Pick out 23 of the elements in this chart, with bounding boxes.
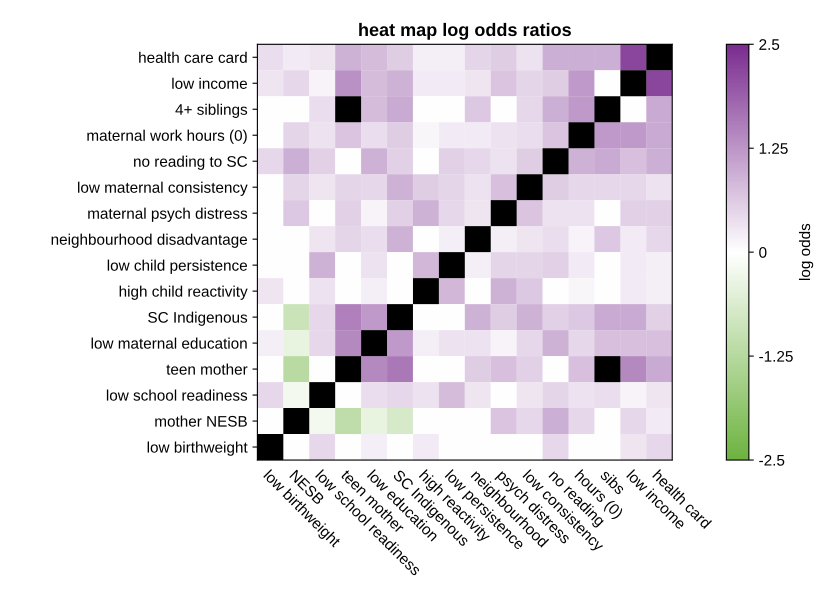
color-bar-label: -2.5 <box>759 454 784 466</box>
color-bar-label: -1.25 <box>759 350 793 362</box>
y-tick-label: high child reactivity <box>120 286 248 300</box>
y-tick-label: maternal psych distress <box>88 208 248 222</box>
y-tick-label: 4+ siblings <box>175 104 248 118</box>
y-tick-label: teen mother <box>166 364 248 375</box>
y-tick-label: low income <box>172 78 247 89</box>
color-bar-label: 2.5 <box>759 39 780 50</box>
y-tick-label: low maternal education <box>92 338 247 349</box>
y-tick-label: mother NESB <box>155 416 247 427</box>
y-tick-label: low child persistence <box>108 260 248 274</box>
y-tick-label: health care card <box>139 52 247 63</box>
color-bar-title: log odds <box>798 224 814 280</box>
y-tick-label: neighbourhood disadvantage <box>52 234 248 248</box>
y-tick-label: maternal work hours (0) <box>87 130 247 144</box>
y-tick-label: low school readiness <box>106 390 248 401</box>
chart-title: heat map log odds ratios <box>359 22 571 40</box>
y-tick-label: no reading to SC <box>134 156 248 170</box>
color-bar-label: 1.25 <box>760 143 788 154</box>
y-tick-label: low maternal consistency <box>78 182 248 196</box>
color-bar-label: 0 <box>759 247 766 258</box>
y-tick-label: low birthweight <box>148 441 248 456</box>
y-tick-label: SC Indigenous <box>148 312 248 326</box>
